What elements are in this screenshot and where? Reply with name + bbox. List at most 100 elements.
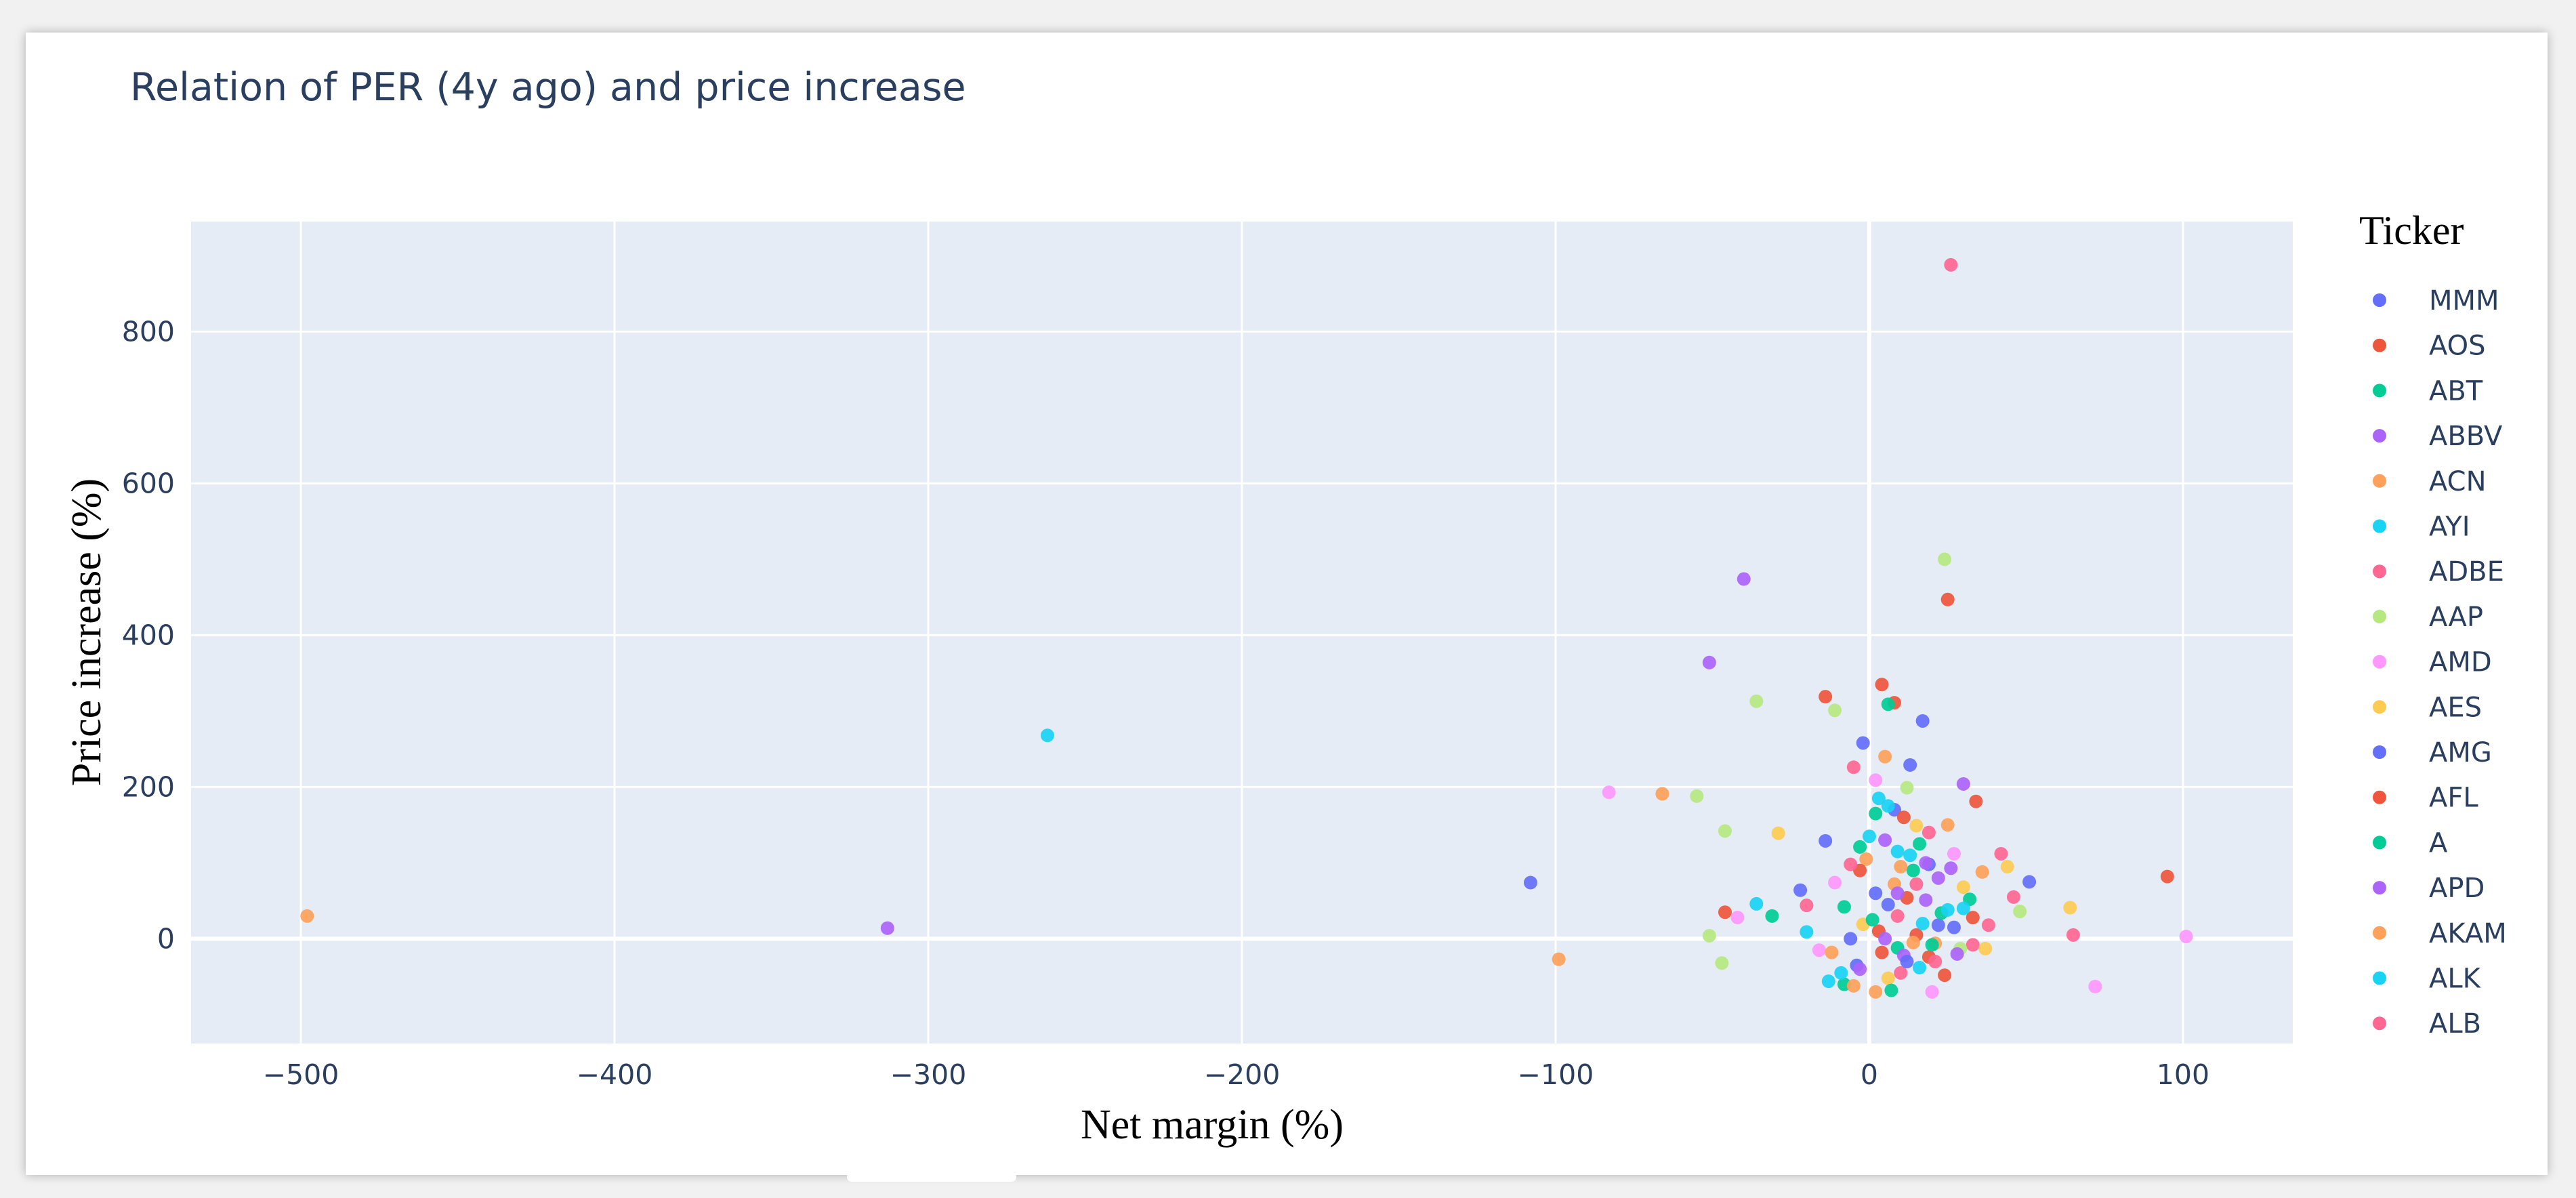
data-point-afl[interactable] <box>1938 968 1952 983</box>
data-point-mmm[interactable] <box>1903 758 1917 772</box>
data-point-apd[interactable] <box>1853 962 1867 976</box>
data-point-adbe[interactable] <box>2066 928 2080 942</box>
data-point-mmm[interactable] <box>2022 875 2037 889</box>
data-point-amg[interactable] <box>1869 886 1883 901</box>
data-point-alk[interactable] <box>1862 829 1876 844</box>
data-point-aap[interactable] <box>1900 781 1914 795</box>
data-point-adbe[interactable] <box>1966 938 1980 952</box>
data-point-afl[interactable] <box>1966 911 1980 925</box>
data-point-adbe[interactable] <box>1921 825 1936 840</box>
data-point-abbv[interactable] <box>1956 777 1970 791</box>
legend-label-akam[interactable]: AKAM <box>2429 918 2507 949</box>
data-point-adbe[interactable] <box>1894 966 1908 980</box>
data-point-acn[interactable] <box>300 909 314 923</box>
data-point-abt[interactable] <box>1906 863 1920 877</box>
legend-label-abbv[interactable]: ABBV <box>2429 421 2503 452</box>
data-point-alk[interactable] <box>1956 901 1970 915</box>
data-point-aes[interactable] <box>1881 971 1895 985</box>
data-point-amd[interactable] <box>2179 930 2193 944</box>
data-point-aos[interactable] <box>1875 678 1889 692</box>
data-point-ayi[interactable] <box>1913 960 1927 974</box>
data-point-mmm[interactable] <box>1856 736 1870 750</box>
data-point-alk[interactable] <box>1881 799 1895 813</box>
data-point-aes[interactable] <box>2063 901 2077 915</box>
data-point-alb[interactable] <box>1981 918 1995 932</box>
data-point-acn[interactable] <box>1859 852 1873 866</box>
data-point-a[interactable] <box>1925 938 1939 952</box>
data-points[interactable] <box>300 257 2193 999</box>
data-point-akam[interactable] <box>1869 985 1883 999</box>
legend-label-apd[interactable]: APD <box>2429 873 2485 904</box>
legend-label-aos[interactable]: AOS <box>2429 331 2486 362</box>
data-point-alb[interactable] <box>1909 877 1924 891</box>
data-point-abbv[interactable] <box>1919 893 1933 907</box>
data-point-abt[interactable] <box>1869 806 1883 821</box>
data-point-apd[interactable] <box>1878 932 1892 946</box>
legend-label-abt[interactable]: ABT <box>2429 375 2483 407</box>
legend-label-a[interactable]: A <box>2429 827 2448 859</box>
data-point-aos[interactable] <box>1718 905 1732 920</box>
data-point-amd[interactable] <box>1812 943 1826 957</box>
data-point-alb[interactable] <box>1844 857 1858 871</box>
data-point-aap[interactable] <box>1828 703 1842 718</box>
legend[interactable]: MMMAOSABTABBVACNAYIADBEAAPAMDAESAMGAFLAA… <box>2373 285 2507 1039</box>
data-point-aap[interactable] <box>2013 905 2027 919</box>
data-point-aap[interactable] <box>1702 928 1716 943</box>
data-point-acn[interactable] <box>1655 787 1669 801</box>
data-point-a[interactable] <box>1913 837 1927 851</box>
data-point-abbv[interactable] <box>1878 833 1892 847</box>
legend-label-aes[interactable]: AES <box>2429 692 2482 723</box>
data-point-adbe[interactable] <box>1994 846 2008 861</box>
data-point-adbe[interactable] <box>1944 257 1958 272</box>
data-point-aap[interactable] <box>1938 552 1952 566</box>
data-point-ayi[interactable] <box>1871 791 1886 806</box>
data-point-aes[interactable] <box>1978 941 1993 955</box>
data-point-adbe[interactable] <box>1846 760 1861 774</box>
data-point-mmm[interactable] <box>1881 898 1895 912</box>
data-point-akam[interactable] <box>1975 865 1989 879</box>
data-point-aos[interactable] <box>2160 869 2174 884</box>
data-point-a[interactable] <box>1837 900 1851 914</box>
data-point-a[interactable] <box>1884 983 1898 997</box>
data-point-ayi[interactable] <box>1890 844 1905 859</box>
data-point-aes[interactable] <box>1956 880 1970 894</box>
data-point-aes[interactable] <box>1771 826 1785 840</box>
data-point-alk[interactable] <box>1915 917 1930 931</box>
data-point-aos[interactable] <box>1969 794 1983 808</box>
data-point-aap[interactable] <box>1718 824 1732 838</box>
data-point-amd[interactable] <box>1869 773 1883 787</box>
legend-label-alb[interactable]: ALB <box>2429 1008 2481 1039</box>
legend-label-ayi[interactable]: AYI <box>2429 512 2470 543</box>
data-point-alk[interactable] <box>1903 848 1917 863</box>
data-point-amd[interactable] <box>1602 785 1616 800</box>
legend-label-adbe[interactable]: ADBE <box>2429 556 2504 587</box>
legend-label-acn[interactable]: ACN <box>2429 466 2487 497</box>
data-point-mmm[interactable] <box>1915 714 1930 728</box>
data-point-alb[interactable] <box>1890 909 1905 923</box>
legend-label-amd[interactable]: AMD <box>2429 647 2492 678</box>
data-point-mmm[interactable] <box>1523 875 1537 890</box>
data-point-alb[interactable] <box>2006 890 2020 904</box>
data-point-abt[interactable] <box>1881 697 1895 711</box>
data-point-mmm[interactable] <box>1793 883 1808 897</box>
legend-label-alk[interactable]: ALK <box>2429 964 2482 995</box>
data-point-adbe[interactable] <box>1800 898 1814 913</box>
data-point-aos[interactable] <box>1819 690 1833 704</box>
data-point-mmm[interactable] <box>1819 833 1833 848</box>
data-point-abbv[interactable] <box>880 921 894 935</box>
data-point-akam[interactable] <box>1906 936 1920 950</box>
data-point-amd[interactable] <box>1947 846 1961 861</box>
legend-label-aap[interactable]: AAP <box>2429 602 2483 633</box>
data-point-akam[interactable] <box>1940 818 1955 832</box>
horizontal-scrollbar[interactable] <box>847 1172 1016 1182</box>
data-point-ayi[interactable] <box>1749 896 1764 911</box>
data-point-acn[interactable] <box>1552 952 1566 966</box>
data-point-ayi[interactable] <box>1940 903 1955 917</box>
legend-label-amg[interactable]: AMG <box>2429 737 2492 768</box>
data-point-amg[interactable] <box>1947 920 1961 934</box>
data-point-ayi[interactable] <box>1821 974 1835 989</box>
data-point-apd[interactable] <box>1919 856 1933 870</box>
data-point-mmm[interactable] <box>1931 918 1945 932</box>
data-point-apd[interactable] <box>1931 871 1945 885</box>
data-point-abt[interactable] <box>1765 909 1779 923</box>
